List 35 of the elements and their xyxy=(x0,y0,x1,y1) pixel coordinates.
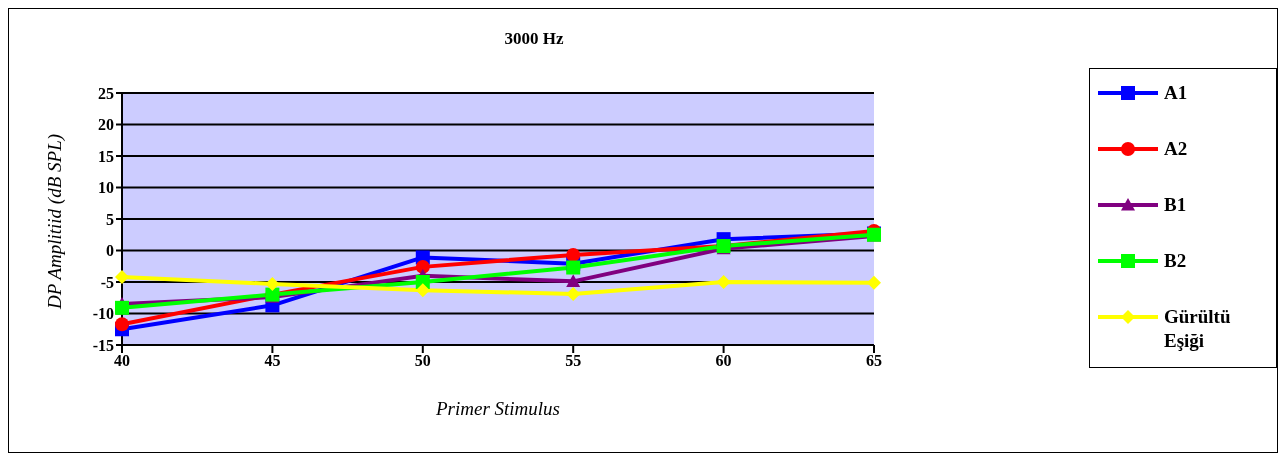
y-tick-label: -5 xyxy=(100,273,114,291)
x-tick-label: 50 xyxy=(414,352,431,370)
legend-label: A1 xyxy=(1164,81,1189,105)
legend-label: B2 xyxy=(1164,249,1188,273)
point xyxy=(716,275,731,289)
y-tick-label: -10 xyxy=(92,305,114,323)
y-tick-label: 20 xyxy=(98,116,114,134)
x-tick-label: 65 xyxy=(866,352,882,370)
x-tick-label: 55 xyxy=(565,352,582,370)
x-axis-title: Primer Stimulus xyxy=(434,398,561,419)
point xyxy=(415,259,430,274)
x-tick-label: 45 xyxy=(264,352,281,370)
point xyxy=(115,269,129,284)
legend-label: A2 xyxy=(1164,137,1189,161)
chart-title: 3000 Hz xyxy=(503,29,565,49)
point xyxy=(566,274,581,287)
y-axis-title: DP Amplitiid (dB SPL) xyxy=(43,133,66,310)
legend-label: Gürültü Eşiği xyxy=(1164,305,1232,353)
y-tick-label: 15 xyxy=(98,147,114,165)
point xyxy=(566,260,581,275)
y-tick-label: 10 xyxy=(98,179,114,197)
y-tick-label: 5 xyxy=(106,210,114,228)
y-tick-label: 25 xyxy=(98,84,114,102)
point xyxy=(415,283,430,298)
point xyxy=(566,286,581,301)
y-tick-label: -15 xyxy=(92,336,114,354)
point xyxy=(115,300,129,315)
x-tick-label: 40 xyxy=(114,352,130,370)
legend-label: B1 xyxy=(1164,193,1188,217)
point xyxy=(265,276,280,291)
point xyxy=(566,247,581,262)
x-tick-label: 60 xyxy=(715,352,732,370)
point xyxy=(115,317,129,332)
y-tick-label: 0 xyxy=(106,242,114,260)
point xyxy=(867,275,881,290)
